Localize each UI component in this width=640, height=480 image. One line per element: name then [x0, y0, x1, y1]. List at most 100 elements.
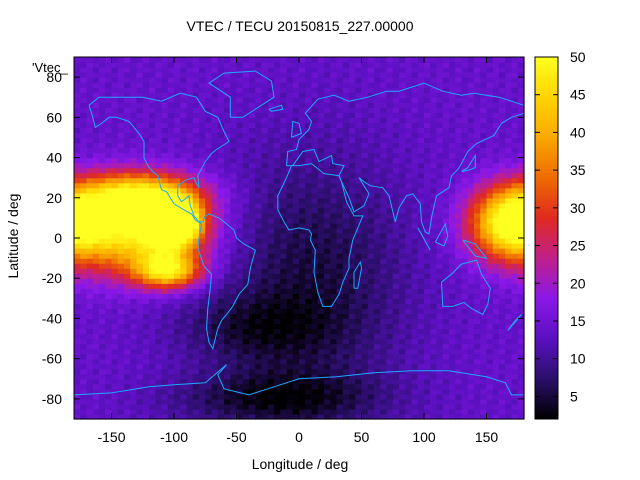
heatmap-cell	[486, 263, 494, 269]
heatmap-cell	[299, 127, 306, 134]
heatmap-cell	[161, 388, 169, 395]
heatmap-cell	[99, 293, 106, 299]
heatmap-cell	[211, 288, 219, 294]
heatmap-cell	[211, 343, 219, 350]
heatmap-cell	[480, 288, 488, 294]
heatmap-cell	[349, 283, 356, 289]
heatmap-cell	[505, 263, 513, 269]
heatmap-cell	[336, 363, 344, 370]
heatmap-cell	[74, 122, 81, 128]
heatmap-cell	[174, 328, 181, 335]
heatmap-cell	[505, 373, 513, 380]
heatmap-cell	[430, 142, 438, 149]
heatmap-cell	[405, 293, 413, 299]
heatmap-cell	[411, 177, 419, 184]
heatmap-cell	[436, 253, 444, 259]
heatmap-cell	[455, 408, 463, 415]
heatmap-cell	[386, 112, 394, 118]
heatmap-cell	[217, 293, 225, 299]
heatmap-cell	[430, 403, 438, 410]
heatmap-cell	[105, 388, 113, 395]
heatmap-cell	[142, 383, 150, 390]
heatmap-cell	[499, 383, 506, 390]
heatmap-cell	[336, 333, 344, 340]
heatmap-cell	[292, 338, 300, 345]
heatmap-cell	[80, 273, 88, 279]
heatmap-cell	[136, 122, 144, 128]
heatmap-cell	[330, 77, 338, 83]
heatmap-cell	[267, 72, 275, 78]
heatmap-cell	[392, 243, 400, 249]
heatmap-cell	[449, 177, 456, 184]
heatmap-cell	[242, 117, 250, 123]
heatmap-cell	[142, 92, 150, 98]
heatmap-cell	[380, 197, 388, 204]
heatmap-cell	[330, 107, 338, 113]
heatmap-cell	[386, 132, 394, 139]
heatmap-cell	[499, 313, 506, 320]
heatmap-cell	[274, 122, 281, 128]
heatmap-cell	[224, 393, 231, 400]
heatmap-cell	[317, 393, 325, 400]
heatmap-cell	[405, 152, 413, 159]
heatmap-cell	[255, 97, 263, 103]
heatmap-cell	[292, 92, 300, 98]
heatmap-cell	[305, 112, 313, 118]
heatmap-cell	[80, 167, 88, 174]
heatmap-cell	[155, 303, 163, 309]
heatmap-cell	[505, 353, 513, 360]
heatmap-cell	[86, 413, 94, 420]
heatmap-cell	[261, 202, 269, 209]
heatmap-cell	[255, 167, 263, 174]
heatmap-cell	[249, 353, 256, 360]
heatmap-cell	[174, 303, 181, 309]
heatmap-cell	[230, 248, 238, 254]
heatmap-cell	[242, 137, 250, 144]
heatmap-cell	[180, 263, 188, 269]
heatmap-cell	[142, 197, 150, 204]
heatmap-cell	[367, 403, 375, 410]
heatmap-cell	[80, 383, 88, 390]
heatmap-cell	[405, 197, 413, 204]
heatmap-cell	[511, 413, 519, 420]
heatmap-cell	[405, 393, 413, 400]
heatmap-cell	[130, 378, 138, 385]
heatmap-cell	[117, 227, 125, 234]
heatmap-cell	[92, 263, 100, 269]
heatmap-cell	[161, 157, 169, 164]
heatmap-cell	[486, 192, 494, 199]
heatmap-cell	[224, 112, 231, 118]
heatmap-cell	[80, 112, 88, 118]
heatmap-cell	[199, 263, 206, 269]
heatmap-cell	[274, 187, 281, 194]
heatmap-cell	[267, 152, 275, 159]
heatmap-cell	[480, 172, 488, 179]
heatmap-cell	[467, 403, 475, 410]
heatmap-cell	[411, 278, 419, 284]
heatmap-cell	[249, 263, 256, 269]
heatmap-cell	[361, 127, 369, 134]
heatmap-cell	[267, 288, 275, 294]
heatmap-cell	[86, 378, 94, 385]
heatmap-cell	[299, 238, 306, 244]
heatmap-cell	[486, 197, 494, 204]
heatmap-cell	[230, 122, 238, 128]
heatmap-cell	[405, 338, 413, 345]
heatmap-cell	[380, 167, 388, 174]
heatmap-cell	[336, 87, 344, 93]
heatmap-cell	[286, 147, 294, 154]
heatmap-cell	[161, 373, 169, 380]
heatmap-cell	[217, 137, 225, 144]
heatmap-cell	[336, 403, 344, 410]
heatmap-cell	[330, 268, 338, 274]
heatmap-cell	[149, 408, 156, 415]
heatmap-cell	[155, 378, 163, 385]
heatmap-cell	[367, 222, 375, 229]
heatmap-cell	[192, 363, 200, 370]
heatmap-cell	[74, 383, 81, 390]
heatmap-cell	[399, 278, 406, 284]
heatmap-cell	[92, 358, 100, 365]
heatmap-cell	[267, 343, 275, 350]
heatmap-cell	[430, 212, 438, 219]
heatmap-cell	[111, 127, 119, 134]
